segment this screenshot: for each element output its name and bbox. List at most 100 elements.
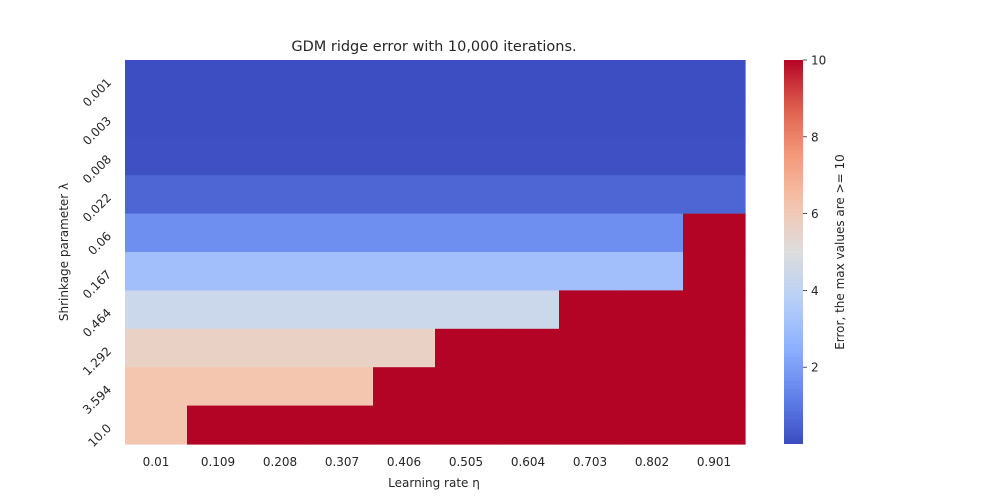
heatmap-cell: [435, 290, 498, 330]
heatmap-cell: [621, 367, 684, 407]
heatmap-cell: [497, 290, 560, 330]
heatmap-cell: [435, 405, 498, 445]
colorbar-tick-label: 4: [811, 284, 819, 298]
heatmap-cell: [311, 136, 374, 176]
colorbar-ticks: 2 4 6 8 10: [803, 54, 826, 375]
heatmap-cell: [559, 136, 622, 176]
heatmap-cell: [621, 98, 684, 138]
colorbar-label: Error, the max values are >= 10: [833, 154, 847, 350]
heatmap-cell: [311, 290, 374, 330]
heatmap-cell: [249, 98, 312, 138]
heatmap-cell: [187, 367, 250, 407]
heatmap-cell: [497, 405, 560, 445]
heatmap-cell: [187, 328, 250, 368]
heatmap-cell: [311, 60, 374, 99]
heatmap-cell: [559, 290, 622, 330]
y-tick-label: 0.167: [80, 267, 114, 301]
y-axis-label: Shrinkage parameter λ: [57, 183, 71, 321]
heatmap-cell: [311, 175, 374, 215]
x-tick-label: 0.901: [697, 455, 731, 469]
y-tick-label: 0.001: [80, 75, 114, 109]
heatmap-cell: [311, 213, 374, 253]
heatmap-cell: [683, 367, 746, 407]
heatmap-cell: [311, 367, 374, 407]
heatmap-cell: [249, 175, 312, 215]
heatmap-cell: [683, 175, 746, 215]
heatmap-cell: [497, 136, 560, 176]
heatmap-cell: [125, 328, 188, 368]
heatmap-cell: [187, 136, 250, 176]
heatmap-cell: [683, 98, 746, 138]
heatmap-cell: [373, 98, 436, 138]
heatmap-cell: [497, 213, 560, 253]
heatmap-cell: [621, 405, 684, 445]
y-tick-label: 3.594: [80, 383, 114, 417]
heatmap-cell: [559, 405, 622, 445]
heatmap-cell: [621, 60, 684, 99]
heatmap-cell: [435, 136, 498, 176]
x-tick-label: 0.109: [201, 455, 235, 469]
heatmap-cell: [249, 328, 312, 368]
heatmap-cell: [373, 60, 436, 99]
heatmap-cell: [497, 60, 560, 99]
y-tick-label: 0.022: [80, 191, 114, 225]
y-tick-label: 0.008: [80, 152, 114, 186]
heatmap-cell: [683, 213, 746, 253]
heatmap-cell: [249, 405, 312, 445]
heatmap-cells: [125, 60, 746, 445]
y-tick-label: 10.0: [85, 421, 114, 450]
heatmap-cell: [373, 328, 436, 368]
heatmap-cell: [621, 290, 684, 330]
colorbar-tick-label: 2: [811, 361, 819, 375]
heatmap-cell: [125, 367, 188, 407]
x-tick-label: 0.505: [449, 455, 483, 469]
colorbar-tick-label: 10: [811, 54, 826, 68]
heatmap-cell: [373, 290, 436, 330]
colorbar: [784, 60, 803, 444]
heatmap-cell: [559, 328, 622, 368]
heatmap-cell: [497, 175, 560, 215]
heatmap-cell: [373, 213, 436, 253]
heatmap-cell: [373, 252, 436, 291]
heatmap-cell: [373, 367, 436, 407]
heatmap-cell: [559, 175, 622, 215]
x-tick-label: 0.01: [143, 455, 170, 469]
heatmap-cell: [249, 136, 312, 176]
x-tick-labels: 0.01 0.109 0.208 0.307 0.406 0.505 0.604 0.703 0…: [143, 455, 732, 469]
heatmap-cell: [683, 60, 746, 99]
x-tick-label: 0.307: [325, 455, 359, 469]
heatmap-cell: [435, 252, 498, 291]
heatmap-cell: [249, 60, 312, 99]
heatmap-cell: [187, 213, 250, 253]
heatmap-cell: [373, 405, 436, 445]
y-tick-label: 0.003: [80, 114, 114, 148]
heatmap-cell: [559, 367, 622, 407]
heatmap-cell: [683, 136, 746, 176]
heatmap-cell: [125, 60, 188, 99]
x-tick-label: 0.604: [511, 455, 545, 469]
heatmap-cell: [559, 60, 622, 99]
heatmap-cell: [621, 136, 684, 176]
heatmap-cell: [559, 252, 622, 291]
heatmap-cell: [497, 252, 560, 291]
heatmap-cell: [435, 328, 498, 368]
heatmap-cell: [187, 405, 250, 445]
heatmap-cell: [435, 213, 498, 253]
heatmap-cell: [125, 405, 188, 445]
chart-title: GDM ridge error with 10,000 iterations.: [291, 39, 576, 55]
heatmap-cell: [621, 252, 684, 291]
y-tick-label: 1.292: [80, 344, 114, 378]
heatmap-cell: [311, 405, 374, 445]
heatmap-cell: [373, 136, 436, 176]
heatmap-cell: [125, 175, 188, 215]
x-tick-label: 0.703: [573, 455, 607, 469]
heatmap-cell: [435, 98, 498, 138]
heatmap-cell: [311, 252, 374, 291]
heatmap-cell: [187, 252, 250, 291]
y-tick-label: 0.464: [80, 306, 114, 340]
heatmap-cell: [559, 213, 622, 253]
heatmap-cell: [249, 367, 312, 407]
heatmap-cell: [683, 328, 746, 368]
heatmap-cell: [125, 98, 188, 138]
